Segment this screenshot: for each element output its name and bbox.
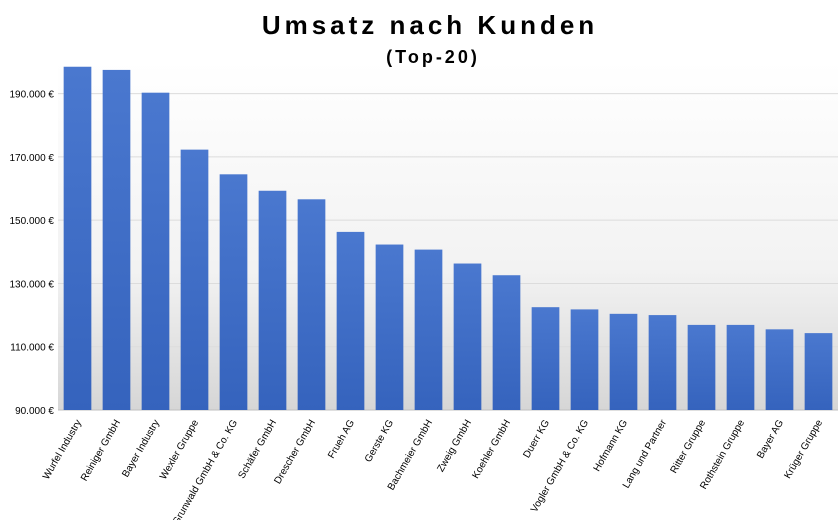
bar [531,307,560,410]
bar [687,324,716,410]
bar [219,174,248,410]
x-tick-label: Ritter Gruppe [669,418,709,476]
bar [765,329,794,410]
chart-subtitle: (Top-20) [386,47,480,67]
bar [570,309,599,410]
bar [102,69,131,410]
x-tick-label: Duerr KG [521,418,552,460]
y-tick-label: 150.000 € [10,216,55,227]
bar [141,92,170,411]
bar [297,199,326,410]
x-tick-label: Koehler GmbH [471,418,514,481]
bar [180,149,209,410]
x-tick-label: Lang und Partner [621,417,670,490]
y-tick-label: 190.000 € [10,90,55,101]
x-tick-label: Rothstein Gruppe [698,418,747,492]
x-tick-label: Gerste KG [363,418,396,465]
x-tick-label: Hofmann KG [592,418,631,474]
bar [414,249,443,410]
bar [63,66,92,410]
x-tick-label: Bayer AG [755,418,786,461]
x-tick-label: Wurfel Industry [41,418,84,482]
plot-background [58,62,838,410]
bar [375,244,404,410]
chart-title: Umsatz nach Kunden [262,10,598,40]
bars [63,66,833,411]
bar [804,333,833,410]
y-axis-ticks: 90.000 € 110.000 € 130.000 € 150.000 € 170.0… [10,90,55,417]
x-tick-label: Reiniger GmbH [79,418,123,483]
y-tick-label: 90.000 € [15,406,54,417]
bar [453,263,482,410]
x-tick-label: Bayer Industry [120,418,162,479]
y-tick-label: 110.000 € [10,343,54,354]
y-tick-label: 170.000 € [10,153,55,164]
bar [258,190,287,410]
y-tick-label: 130.000 € [10,279,55,290]
bar [648,315,677,410]
x-tick-label: Drescher GmbH [272,418,318,486]
x-tick-label: Schäfer GmbH [237,418,280,481]
x-tick-label: Wexler Gruppe [158,418,201,482]
bar [726,324,755,410]
x-tick-label: Bachmeier GmbH [386,418,435,492]
x-tick-label: Grunwald GmbH & Co. KG [171,418,240,520]
x-tick-label: Frueh AG [326,418,357,461]
x-tick-label: Zweig GmbH [435,418,474,474]
bar [609,313,638,410]
x-tick-label: Krüger Gruppe [782,418,825,481]
bar [336,231,365,410]
bar [492,275,521,410]
